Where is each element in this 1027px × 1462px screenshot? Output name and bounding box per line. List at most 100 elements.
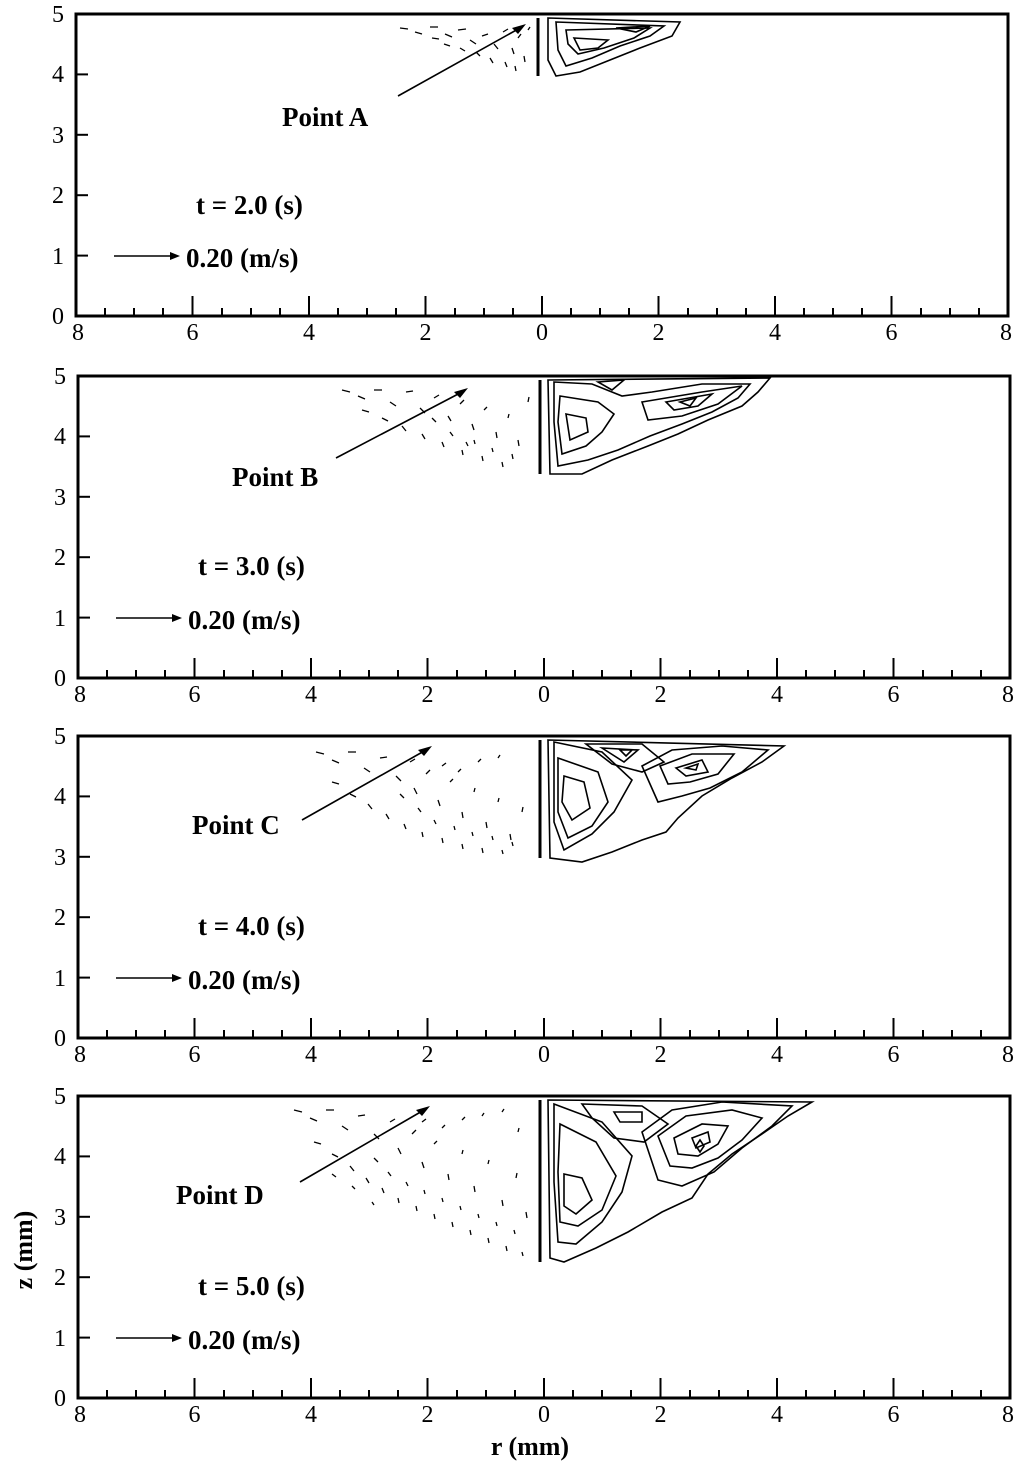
- point-annotation: Point A: [282, 24, 526, 132]
- scale-label: 0.20 (m/s): [188, 605, 300, 635]
- x-tick-label: 6: [888, 682, 900, 708]
- x-tick-label: 8: [1002, 1042, 1014, 1068]
- y-tick-label: 5: [54, 1084, 66, 1110]
- y-axis-ticks: [76, 73, 88, 257]
- point-arrow: [397, 27, 521, 97]
- y-tick-label: 5: [54, 364, 66, 390]
- y-tick-label: 2: [54, 545, 66, 571]
- time-label: t = 3.0 (s): [198, 551, 305, 581]
- x-tick-label: 4: [771, 1402, 783, 1428]
- time-label: t = 2.0 (s): [196, 190, 303, 220]
- y-tick-labels: 0 1 2 3 4 5: [54, 1084, 66, 1412]
- arrow-head-icon: [416, 1106, 430, 1116]
- scale-label: 0.20 (m/s): [186, 243, 298, 273]
- y-tick-labels: 0 1 2 3 4 5: [54, 364, 66, 692]
- x-tick-label: 2: [655, 1042, 667, 1068]
- y-tick-label: 3: [54, 1205, 66, 1231]
- arrow-head-icon: [172, 974, 182, 982]
- point-arrow: [335, 391, 463, 459]
- x-tick-label: 4: [771, 1042, 783, 1068]
- y-tick-label: 5: [52, 2, 64, 28]
- y-axis-title: z (mm): [9, 1211, 38, 1290]
- y-tick-label: 2: [54, 905, 66, 931]
- velocity-vectors: [341, 389, 530, 468]
- velocity-scale: 0.20 (m/s): [114, 243, 298, 273]
- y-tick-label: 0: [54, 1386, 66, 1412]
- x-tick-label: 0: [538, 1042, 550, 1068]
- point-label: Point A: [282, 102, 369, 132]
- point-label: Point C: [192, 810, 280, 840]
- x-tick-label: 4: [303, 320, 315, 346]
- x-tick-label: 6: [888, 1402, 900, 1428]
- velocity-vectors: [315, 751, 524, 855]
- y-tick-label: 4: [54, 784, 66, 810]
- x-tick-label: 8: [74, 682, 86, 708]
- y-axis-ticks: [78, 795, 90, 979]
- scale-label: 0.20 (m/s): [188, 965, 300, 995]
- x-axis-title: r (mm): [491, 1432, 569, 1461]
- point-label: Point D: [176, 1180, 264, 1210]
- x-tick-labels: 8 6 4 2 0 2 4 6 8: [72, 320, 1012, 346]
- isotherm-contours: [547, 1099, 815, 1263]
- arrow-head-icon: [172, 614, 182, 622]
- arrow-head-icon: [418, 746, 432, 756]
- point-label: Point B: [232, 462, 318, 492]
- y-tick-label: 1: [54, 966, 66, 992]
- x-tick-label: 2: [655, 682, 667, 708]
- x-tick-label: 2: [422, 1042, 434, 1068]
- y-tick-label: 1: [54, 606, 66, 632]
- y-tick-label: 3: [54, 845, 66, 871]
- y-tick-labels: 0 1 2 3 4 5: [54, 724, 66, 1052]
- x-tick-label: 8: [72, 320, 84, 346]
- velocity-scale: 0.20 (m/s): [116, 965, 300, 995]
- velocity-scale: 0.20 (m/s): [116, 1325, 300, 1355]
- y-tick-label: 3: [54, 485, 66, 511]
- x-tick-labels: 8 6 4 2 0 2 4 6 8: [74, 1402, 1014, 1428]
- x-tick-label: 6: [886, 320, 898, 346]
- y-tick-label: 1: [52, 244, 64, 270]
- y-tick-label: 2: [52, 183, 64, 209]
- velocity-vectors: [293, 1108, 528, 1257]
- y-tick-label: 0: [54, 666, 66, 692]
- isotherm-contours: [547, 17, 682, 77]
- x-tick-label: 2: [653, 320, 665, 346]
- x-tick-label: 2: [422, 1402, 434, 1428]
- x-tick-label: 6: [187, 320, 199, 346]
- y-tick-label: 0: [52, 304, 64, 330]
- y-tick-label: 3: [52, 123, 64, 149]
- x-tick-label: 6: [189, 1402, 201, 1428]
- x-tick-label: 2: [655, 1402, 667, 1428]
- arrow-head-icon: [170, 252, 180, 260]
- arrow-head-icon: [172, 1334, 182, 1342]
- x-tick-label: 6: [888, 1042, 900, 1068]
- point-arrow: [299, 1109, 425, 1183]
- x-tick-label: 4: [771, 682, 783, 708]
- x-axis-ticks: [106, 658, 982, 678]
- x-tick-label: 0: [536, 320, 548, 346]
- y-axis-ticks: [78, 1155, 90, 1339]
- x-tick-labels: 8 6 4 2 0 2 4 6 8: [74, 682, 1014, 708]
- x-tick-label: 8: [1002, 1402, 1014, 1428]
- arrow-head-icon: [512, 24, 526, 34]
- x-tick-label: 4: [769, 320, 781, 346]
- x-tick-labels: 8 6 4 2 0 2 4 6 8: [74, 1042, 1014, 1068]
- y-tick-labels: 0 1 2 3 4 5: [52, 2, 64, 330]
- x-tick-label: 8: [74, 1042, 86, 1068]
- time-label: t = 4.0 (s): [198, 911, 305, 941]
- x-tick-label: 2: [422, 682, 434, 708]
- y-tick-label: 2: [54, 1265, 66, 1291]
- y-tick-label: 1: [54, 1326, 66, 1352]
- x-tick-label: 0: [538, 1402, 550, 1428]
- x-tick-label: 0: [538, 682, 550, 708]
- isotherm-contours: [547, 739, 787, 863]
- x-axis-ticks: [106, 1378, 982, 1398]
- y-tick-label: 4: [52, 62, 64, 88]
- y-tick-label: 4: [54, 1144, 66, 1170]
- x-tick-label: 6: [189, 1042, 201, 1068]
- x-tick-label: 8: [1000, 320, 1012, 346]
- point-annotation: Point C: [192, 746, 432, 840]
- panel-3: 0 1 2 3 4 5 8 6 4 2 0 2: [54, 724, 1014, 1068]
- panel-1: 0 1 2 3 4 5 8 6 4 2 0 2: [52, 2, 1012, 346]
- scale-label: 0.20 (m/s): [188, 1325, 300, 1355]
